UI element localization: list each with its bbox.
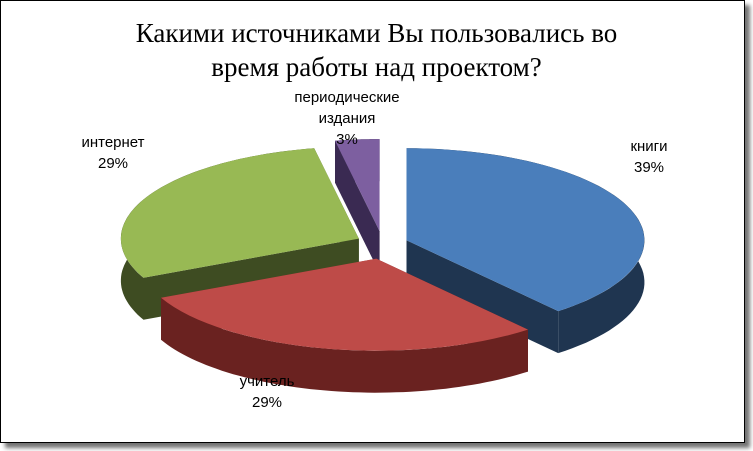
slice — [406, 148, 645, 312]
data-label: книги 39% — [604, 136, 694, 178]
chart-title: Какими источниками Вы пользовались во вр… — [135, 18, 618, 82]
category-label: интернет — [81, 134, 145, 151]
category-label: книги — [630, 138, 668, 155]
value-label: 39% — [633, 159, 665, 176]
slice-side-face — [406, 240, 559, 354]
category-label: учитель — [239, 373, 295, 390]
category-label: периодические издания — [294, 89, 400, 127]
value-label: 29% — [97, 155, 129, 172]
slice-outer-wall — [161, 297, 528, 393]
slice — [120, 148, 359, 278]
data-label: интернет 29% — [58, 132, 168, 174]
slice — [161, 258, 528, 351]
value-label: 3% — [336, 131, 358, 148]
slice — [335, 139, 380, 232]
data-label: учитель 29% — [212, 371, 322, 413]
value-label: 29% — [251, 394, 283, 411]
data-label: периодические издания 3% — [285, 87, 409, 150]
